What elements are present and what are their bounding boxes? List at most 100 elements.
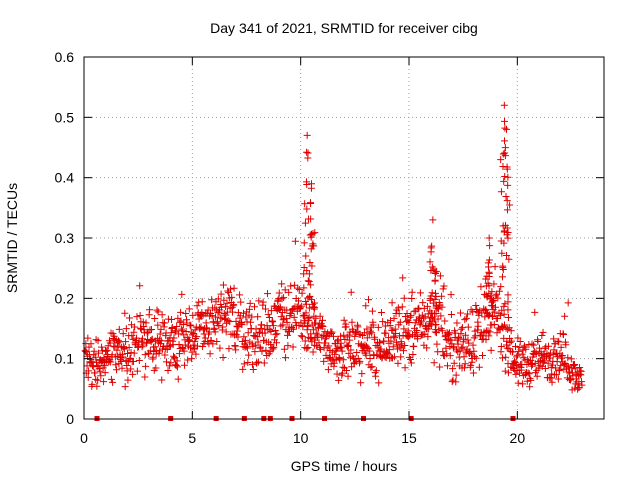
data-point xyxy=(366,347,374,355)
data-point xyxy=(93,382,101,390)
data-point xyxy=(126,314,134,322)
data-point xyxy=(390,314,398,322)
x-tick-label: 10 xyxy=(293,430,309,446)
data-point xyxy=(547,374,555,382)
data-point xyxy=(510,357,518,365)
data-point xyxy=(538,331,546,339)
data-point xyxy=(186,336,194,344)
data-point xyxy=(518,350,526,358)
data-point xyxy=(408,295,416,303)
data-point xyxy=(336,343,344,351)
data-point xyxy=(391,334,399,342)
data-point xyxy=(338,347,346,355)
data-point xyxy=(431,268,439,276)
data-point xyxy=(455,333,463,341)
data-point xyxy=(503,344,511,352)
data-point xyxy=(427,244,435,252)
data-point xyxy=(302,309,310,317)
x-tick-label: 15 xyxy=(401,430,417,446)
data-point xyxy=(452,371,460,379)
data-point xyxy=(154,321,162,329)
data-point xyxy=(521,342,529,350)
data-point xyxy=(122,325,130,333)
data-point xyxy=(555,338,563,346)
data-point xyxy=(469,369,477,377)
data-point xyxy=(485,269,493,277)
data-point xyxy=(204,306,212,314)
data-point xyxy=(232,346,240,354)
data-point xyxy=(133,367,141,375)
data-point xyxy=(436,363,444,371)
data-point xyxy=(353,348,361,356)
data-point xyxy=(221,303,229,311)
data-point xyxy=(295,286,303,294)
data-point xyxy=(192,350,200,358)
data-point xyxy=(177,317,185,325)
data-point xyxy=(130,328,138,336)
data-point xyxy=(556,366,564,374)
data-point xyxy=(312,314,320,322)
y-tick-label: 0.2 xyxy=(55,290,75,306)
data-point xyxy=(148,325,156,333)
data-point xyxy=(251,303,259,311)
data-point xyxy=(461,360,469,368)
data-point xyxy=(242,313,250,321)
data-point xyxy=(168,323,176,331)
data-point xyxy=(84,373,92,381)
data-point xyxy=(276,304,284,312)
data-point xyxy=(497,343,505,351)
data-point xyxy=(219,353,227,361)
data-point xyxy=(247,318,255,326)
data-point xyxy=(447,291,455,299)
data-point xyxy=(488,312,496,320)
data-point xyxy=(486,242,494,250)
data-point xyxy=(331,350,339,358)
data-point xyxy=(382,329,390,337)
data-point xyxy=(362,302,370,310)
data-point xyxy=(98,343,106,351)
data-point xyxy=(474,322,482,330)
data-point xyxy=(564,354,572,362)
data-point xyxy=(303,180,311,188)
data-point xyxy=(357,379,365,387)
data-point xyxy=(541,344,549,352)
data-point xyxy=(102,347,110,355)
data-point xyxy=(431,328,439,336)
data-point xyxy=(290,305,298,313)
data-point xyxy=(368,329,376,337)
data-point xyxy=(308,230,316,238)
data-point xyxy=(368,363,376,371)
data-point xyxy=(563,362,571,370)
data-point xyxy=(482,291,490,299)
data-point xyxy=(282,354,290,362)
data-point xyxy=(308,262,316,270)
data-point xyxy=(146,347,154,355)
data-point xyxy=(125,344,133,352)
data-point xyxy=(372,372,380,380)
data-point xyxy=(374,323,382,331)
data-point xyxy=(264,310,272,318)
data-point xyxy=(229,330,237,338)
data-point xyxy=(304,322,312,330)
data-point xyxy=(179,321,187,329)
data-point xyxy=(503,231,511,239)
data-point xyxy=(190,345,198,353)
data-point xyxy=(516,338,524,346)
data-point xyxy=(124,376,132,384)
data-point xyxy=(303,131,311,139)
data-point xyxy=(485,282,493,290)
data-point xyxy=(397,353,405,361)
data-point xyxy=(118,364,126,372)
data-point xyxy=(223,299,231,307)
data-point xyxy=(339,363,347,371)
data-point xyxy=(405,333,413,341)
data-point xyxy=(164,366,172,374)
data-point xyxy=(351,332,359,340)
data-point xyxy=(464,323,472,331)
data-point xyxy=(143,339,151,347)
data-point xyxy=(416,321,424,329)
data-point xyxy=(363,325,371,333)
data-point xyxy=(307,200,315,208)
data-point xyxy=(304,294,312,302)
data-point xyxy=(486,328,494,336)
